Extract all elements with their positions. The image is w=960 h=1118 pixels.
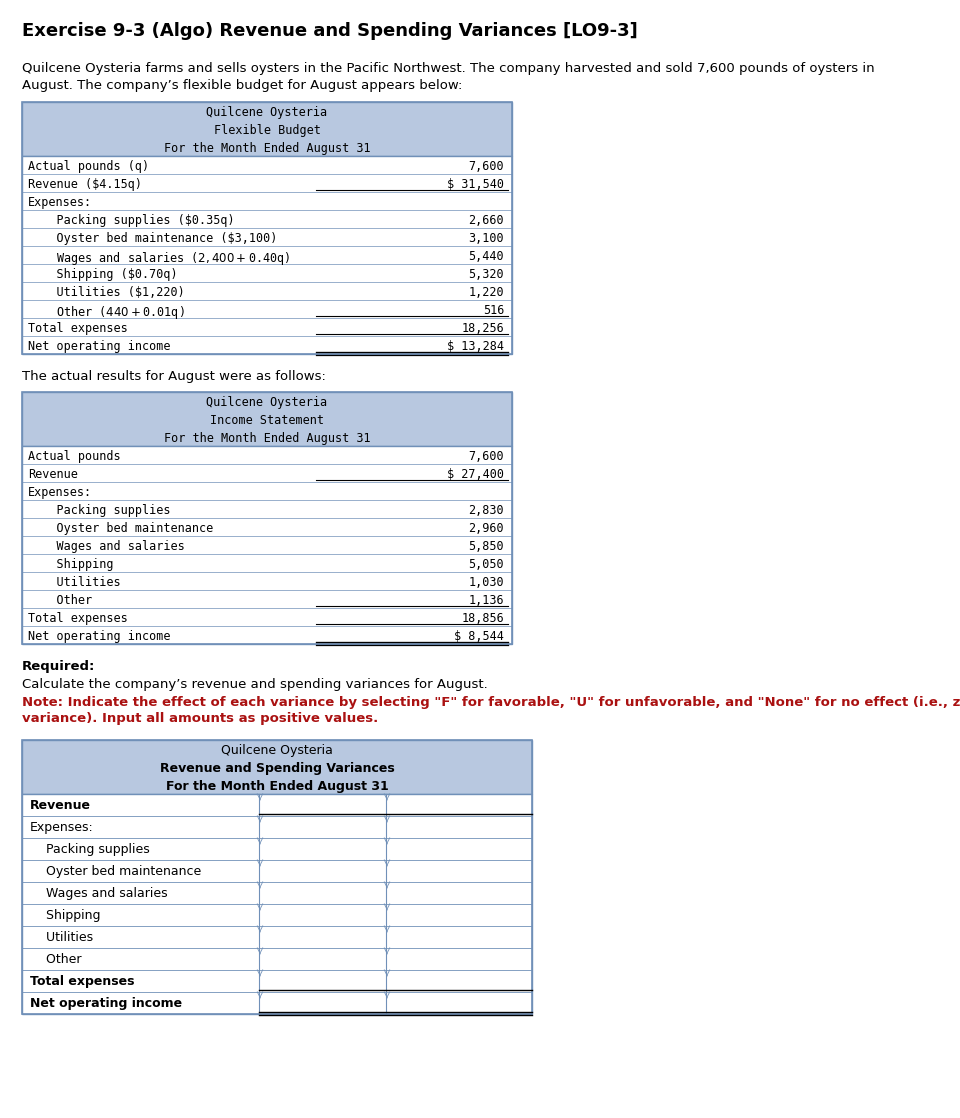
Bar [22,102,512,157]
Text: 1,220: 1,220 [468,286,504,299]
Text: $ 31,540: $ 31,540 [447,178,504,191]
Text: Total expenses: Total expenses [30,975,134,988]
Text: Other: Other [28,594,92,607]
Text: 2,830: 2,830 [468,504,504,517]
Bar [22,740,532,1014]
Text: Flexible Budget: Flexible Budget [213,124,321,138]
Text: Revenue: Revenue [28,468,78,481]
Text: 2,960: 2,960 [468,522,504,536]
Text: Quilcene Oysteria farms and sells oysters in the Pacific Northwest. The company : Quilcene Oysteria farms and sells oyster… [22,61,875,75]
Text: August. The company’s flexible budget for August appears below:: August. The company’s flexible budget fo… [22,79,463,92]
Text: Revenue: Revenue [30,799,91,812]
Text: Packing supplies: Packing supplies [30,843,150,856]
Text: Total expenses: Total expenses [28,612,128,625]
Text: Expenses:: Expenses: [30,821,94,834]
Text: Packing supplies: Packing supplies [28,504,171,517]
Bar [22,740,532,794]
Text: Wages and salaries: Wages and salaries [28,540,184,553]
Text: 18,856: 18,856 [461,612,504,625]
Text: 516: 516 [483,304,504,318]
Text: Other: Other [30,953,82,966]
Bar [22,794,532,1014]
Text: $ 8,544: $ 8,544 [454,631,504,643]
Bar [22,392,512,644]
Text: Shipping ($0.70q): Shipping ($0.70q) [28,268,178,281]
Text: 5,850: 5,850 [468,540,504,553]
Text: Expenses:: Expenses: [28,486,92,499]
Text: Income Statement: Income Statement [210,414,324,427]
Text: Total expenses: Total expenses [28,322,128,335]
Text: The actual results for August were as follows:: The actual results for August were as fo… [22,370,325,383]
Bar [22,392,512,446]
Text: Packing supplies ($0.35q): Packing supplies ($0.35q) [28,214,234,227]
Text: Revenue and Spending Variances: Revenue and Spending Variances [159,762,395,775]
Text: Net operating income: Net operating income [28,340,171,353]
Text: Exercise 9-3 (Algo) Revenue and Spending Variances [LO9-3]: Exercise 9-3 (Algo) Revenue and Spending… [22,22,637,40]
Text: Wages and salaries ($2,400 + $0.40q): Wages and salaries ($2,400 + $0.40q) [28,250,290,267]
Text: Quilcene Oysteria: Quilcene Oysteria [206,396,327,409]
Bar [22,446,512,644]
Text: Actual pounds: Actual pounds [28,451,121,463]
Text: Shipping: Shipping [28,558,113,571]
Text: Quilcene Oysteria: Quilcene Oysteria [221,743,333,757]
Text: 5,320: 5,320 [468,268,504,281]
Text: 5,050: 5,050 [468,558,504,571]
Text: Utilities: Utilities [30,931,93,944]
Text: Actual pounds (q): Actual pounds (q) [28,160,149,173]
Text: Other ($440 + $0.01q): Other ($440 + $0.01q) [28,304,184,321]
Text: Oyster bed maintenance: Oyster bed maintenance [30,865,202,878]
Text: Utilities ($1,220): Utilities ($1,220) [28,286,184,299]
Text: Net operating income: Net operating income [30,997,182,1010]
Text: For the Month Ended August 31: For the Month Ended August 31 [166,780,389,793]
Bar [22,102,512,354]
Text: Revenue ($4.15q): Revenue ($4.15q) [28,178,142,191]
Text: Expenses:: Expenses: [28,196,92,209]
Text: 18,256: 18,256 [461,322,504,335]
Text: Oyster bed maintenance ($3,100): Oyster bed maintenance ($3,100) [28,233,277,245]
Text: Net operating income: Net operating income [28,631,171,643]
Text: 7,600: 7,600 [468,451,504,463]
Text: 1,030: 1,030 [468,576,504,589]
Text: Quilcene Oysteria: Quilcene Oysteria [206,106,327,119]
Text: Wages and salaries: Wages and salaries [30,887,168,900]
Text: 5,440: 5,440 [468,250,504,263]
Text: Shipping: Shipping [30,909,101,922]
Bar [22,157,512,354]
Text: 2,660: 2,660 [468,214,504,227]
Text: For the Month Ended August 31: For the Month Ended August 31 [164,432,371,445]
Text: variance). Input all amounts as positive values.: variance). Input all amounts as positive… [22,712,378,724]
Text: $ 13,284: $ 13,284 [447,340,504,353]
Text: Utilities: Utilities [28,576,121,589]
Text: Note: Indicate the effect of each variance by selecting "F" for favorable, "U" f: Note: Indicate the effect of each varian… [22,697,960,709]
Text: Calculate the company’s revenue and spending variances for August.: Calculate the company’s revenue and spen… [22,678,488,691]
Text: 1,136: 1,136 [468,594,504,607]
Text: For the Month Ended August 31: For the Month Ended August 31 [164,142,371,155]
Text: Required:: Required: [22,660,95,673]
Text: 3,100: 3,100 [468,233,504,245]
Text: $ 27,400: $ 27,400 [447,468,504,481]
Text: 7,600: 7,600 [468,160,504,173]
Text: Oyster bed maintenance: Oyster bed maintenance [28,522,213,536]
